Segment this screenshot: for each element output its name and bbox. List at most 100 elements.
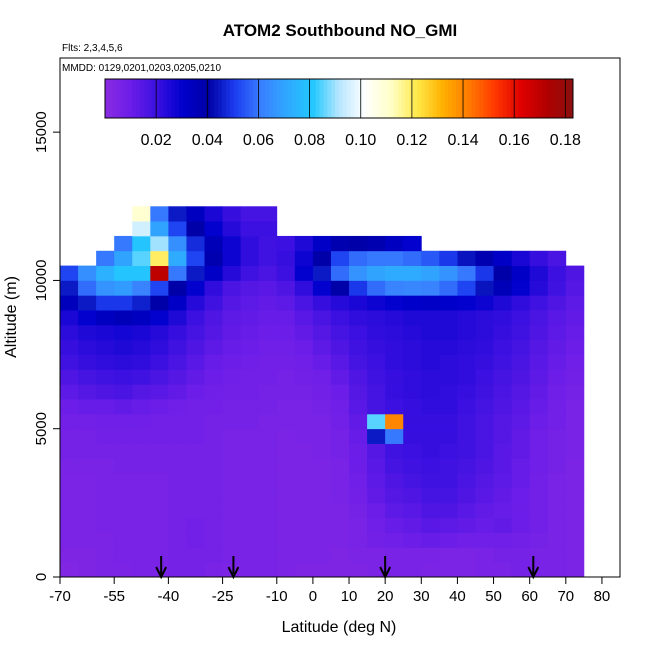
- heatmap-cell: [96, 502, 115, 519]
- heatmap-cell: [475, 384, 494, 400]
- heatmap-cell: [367, 517, 386, 533]
- heatmap-cell: [367, 413, 386, 430]
- heatmap-cell: [186, 324, 205, 341]
- heatmap-cell: [96, 369, 115, 385]
- colorbar-segment: [222, 79, 227, 118]
- heatmap-cell: [493, 399, 513, 415]
- heatmap-cell: [439, 488, 458, 504]
- heatmap-cell: [132, 235, 151, 252]
- heatmap-cell: [186, 354, 205, 370]
- heatmap-cell: [186, 310, 205, 326]
- heatmap-cell: [60, 532, 79, 548]
- heatmap-cell: [367, 280, 386, 296]
- heatmap-cell: [547, 458, 567, 474]
- heatmap-cell: [312, 310, 332, 326]
- heatmap-cell: [493, 339, 513, 355]
- x-tick-label: -40: [158, 588, 180, 605]
- heatmap-cell: [439, 399, 458, 415]
- heatmap-cell: [403, 280, 422, 296]
- heatmap-cell: [385, 384, 404, 400]
- heatmap-cell: [258, 221, 278, 237]
- heatmap-cell: [294, 488, 314, 504]
- heatmap-cell: [294, 562, 314, 578]
- heatmap-cell: [186, 428, 205, 444]
- heatmap-cell: [186, 413, 205, 430]
- heatmap-cell: [511, 502, 531, 519]
- heatmap-cell: [60, 413, 79, 430]
- heatmap-cell: [204, 354, 223, 370]
- colorbar-segment: [171, 79, 176, 118]
- heatmap-cell: [114, 369, 133, 385]
- heatmap-cell: [547, 532, 567, 548]
- heatmap-cell: [222, 488, 242, 504]
- heatmap-cell: [565, 547, 585, 563]
- heatmap-cell: [565, 562, 585, 578]
- colorbar-segment: [417, 79, 422, 118]
- heatmap-cell: [330, 310, 350, 326]
- colorbar-segment: [268, 79, 274, 118]
- heatmap-cell: [168, 384, 187, 400]
- heatmap-cell: [511, 473, 531, 489]
- heatmap-cell: [186, 458, 205, 474]
- heatmap-cell: [276, 310, 296, 326]
- heatmap-cell: [258, 458, 278, 474]
- heatmap-cell: [222, 384, 242, 400]
- dates-note: MMDD: 0129,0201,0203,0205,0210: [62, 63, 221, 74]
- heatmap-cell: [403, 517, 422, 533]
- heatmap-cell: [168, 488, 187, 504]
- heatmap-cell: [511, 532, 531, 548]
- heatmap-cell: [96, 547, 115, 563]
- heatmap-cell: [114, 547, 133, 563]
- heatmap-cell: [186, 280, 205, 296]
- heatmap-cell: [529, 310, 549, 326]
- heatmap-cell: [240, 280, 260, 296]
- heatmap-cell: [493, 280, 513, 296]
- heatmap-cell: [475, 458, 494, 474]
- heatmap-cell: [349, 428, 368, 444]
- colorbar-segment: [569, 79, 574, 118]
- heatmap-cell: [60, 473, 79, 489]
- colorbar-segment: [257, 79, 262, 118]
- heatmap-cell: [547, 295, 567, 311]
- heatmap-cell: [330, 235, 350, 252]
- heatmap-cell: [475, 295, 494, 311]
- x-tick-label: 70: [557, 588, 574, 605]
- heatmap-cell: [96, 280, 115, 296]
- heatmap-cell: [150, 265, 169, 281]
- heatmap-cell: [168, 354, 187, 370]
- heatmap-cell: [240, 532, 260, 548]
- heatmap-cell: [529, 295, 549, 311]
- colorbar-segment: [136, 79, 141, 118]
- colorbar-segment: [159, 79, 164, 118]
- heatmap-cell: [78, 502, 97, 519]
- colorbar-segment: [350, 79, 356, 118]
- heatmap-cell: [276, 517, 296, 533]
- heatmap-cell: [457, 384, 476, 400]
- heatmap-cell: [186, 265, 205, 281]
- heatmap-cell: [385, 517, 404, 533]
- colorbar-segment: [378, 79, 383, 118]
- heatmap-cell: [475, 428, 494, 444]
- heatmap-cell: [114, 562, 133, 578]
- heatmap-cell: [493, 384, 513, 400]
- colorbar-segment: [374, 79, 379, 118]
- heatmap-cell: [78, 384, 97, 400]
- heatmap-cell: [60, 502, 79, 519]
- heatmap-cell: [349, 458, 368, 474]
- colorbar-segment: [300, 79, 305, 118]
- heatmap-cell: [367, 369, 386, 385]
- colorbar-tick-label: 0.18: [550, 132, 581, 149]
- colorbar-segment: [179, 79, 184, 118]
- heatmap-cell: [547, 250, 567, 266]
- heatmap-cell: [529, 428, 549, 444]
- heatmap-cell: [529, 488, 549, 504]
- heatmap-cell: [168, 532, 187, 548]
- heatmap-cell: [60, 562, 79, 578]
- heatmap-cell: [385, 369, 404, 385]
- heatmap-cell: [258, 473, 278, 489]
- heatmap-cell: [258, 206, 278, 222]
- heatmap-cell: [258, 488, 278, 504]
- heatmap-cell: [150, 354, 169, 370]
- colorbar-segment: [428, 79, 434, 118]
